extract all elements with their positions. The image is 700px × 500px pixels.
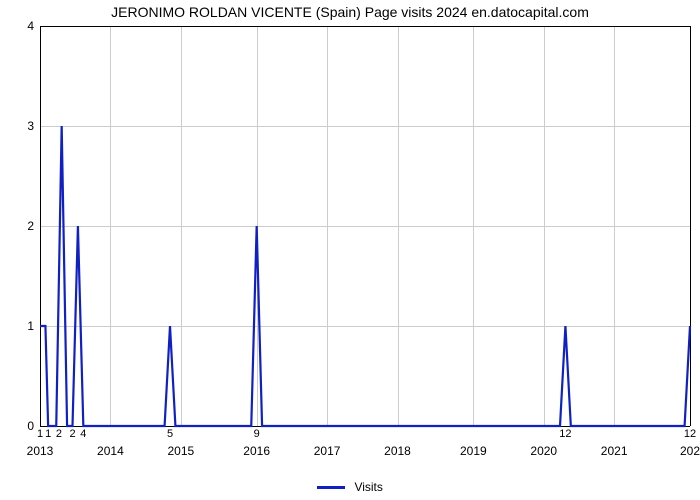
y-tick-label: 2	[27, 219, 34, 233]
data-point-label: 12	[559, 428, 571, 440]
x-tick-label: 2020	[530, 444, 557, 458]
x-tick-label: 2019	[460, 444, 487, 458]
x-tick-label: 2015	[167, 444, 194, 458]
x-tick-label: 2018	[384, 444, 411, 458]
chart-container: JERONIMO ROLDAN VICENTE (Spain) Page vis…	[0, 0, 700, 500]
x-tick-label: 2013	[27, 444, 54, 458]
data-point-label: 5	[167, 428, 173, 440]
y-tick-label: 4	[27, 19, 34, 33]
line-series	[40, 26, 690, 426]
data-point-label: 1	[45, 428, 51, 440]
y-tick-label: 1	[27, 319, 34, 333]
x-tick-label: 2021	[601, 444, 628, 458]
legend-swatch	[317, 486, 345, 489]
x-tick-label: 2017	[314, 444, 341, 458]
data-point-label: 4	[80, 428, 86, 440]
y-tick-label: 0	[27, 419, 34, 433]
chart-title: JERONIMO ROLDAN VICENTE (Spain) Page vis…	[0, 4, 700, 20]
x-tick-label: 202	[680, 444, 700, 458]
data-point-label: 9	[254, 428, 260, 440]
legend-label: Visits	[354, 480, 382, 494]
plot-area: 0123420132014201520162017201820192020202…	[40, 26, 690, 426]
legend: Visits	[0, 480, 700, 494]
data-point-label: 12	[684, 428, 696, 440]
data-point-label: 2	[56, 428, 62, 440]
data-point-label: 2	[69, 428, 75, 440]
x-tick-label: 2014	[97, 444, 124, 458]
x-tick-label: 2016	[243, 444, 270, 458]
data-point-label: 1	[37, 428, 43, 440]
axis-line	[690, 26, 691, 426]
y-tick-label: 3	[27, 119, 34, 133]
